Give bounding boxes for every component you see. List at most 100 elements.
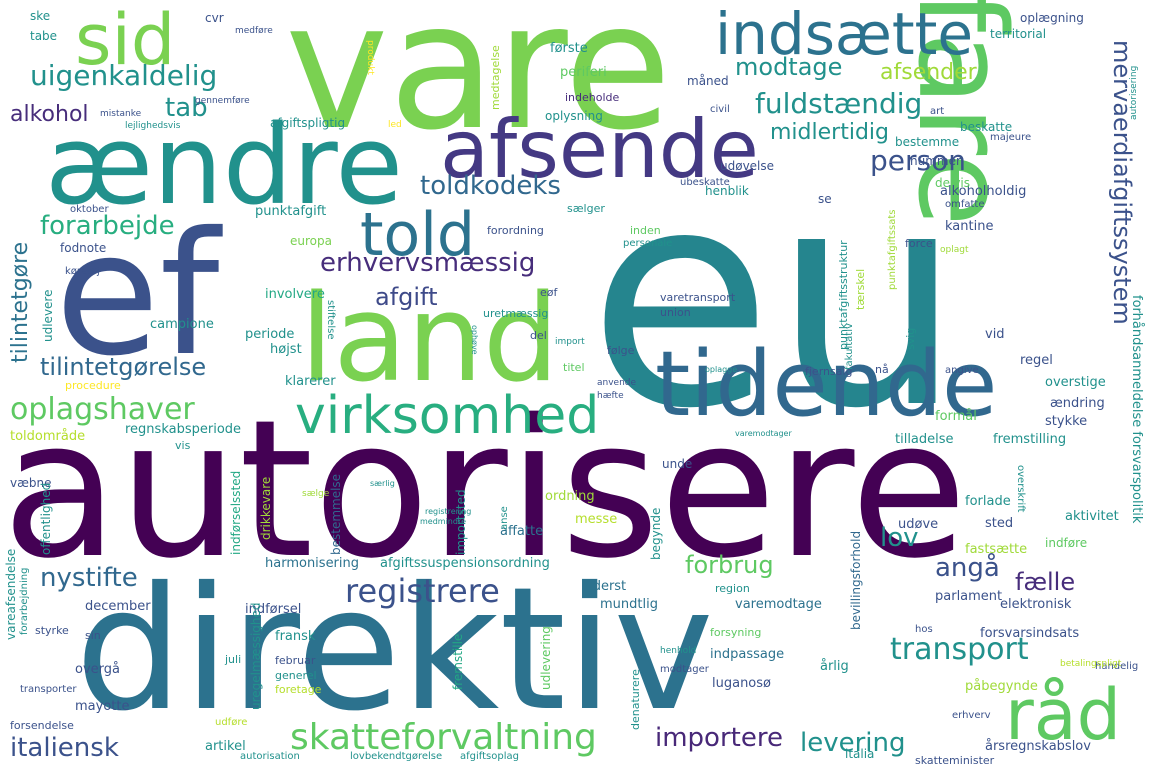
- word: ubeskatte: [680, 177, 730, 188]
- word: måned: [687, 74, 729, 88]
- word: tilintetgøre: [8, 241, 33, 363]
- word: foretage: [275, 683, 322, 696]
- word: klarerer: [285, 374, 336, 389]
- word: varetransport: [660, 291, 736, 304]
- word: hæfte: [597, 391, 624, 401]
- word: messe: [575, 512, 618, 527]
- word: titel: [563, 361, 585, 374]
- word: sælger: [567, 202, 605, 215]
- word: erhverv: [952, 710, 991, 721]
- word: formål: [935, 409, 977, 424]
- word: autorisere: [2, 379, 968, 600]
- word: oplysning: [545, 109, 603, 123]
- word: periferi: [560, 65, 607, 80]
- word: køretøj: [65, 266, 100, 277]
- word: særlig: [370, 479, 395, 488]
- word: transporter: [20, 684, 77, 695]
- word: personale: [623, 238, 673, 249]
- word: juli: [225, 653, 242, 666]
- word: toldkodeks: [420, 171, 561, 201]
- word: luganosø: [712, 676, 771, 691]
- word: artikel: [205, 739, 246, 754]
- word: registrere: [345, 572, 500, 610]
- word: ske: [30, 9, 51, 23]
- word: uigenkaldelig: [30, 59, 218, 92]
- word: udlevere: [41, 289, 55, 342]
- word: affatte: [500, 524, 544, 539]
- word: eøf: [540, 286, 558, 299]
- word: denaturere: [629, 669, 642, 730]
- word: delvis: [935, 176, 971, 190]
- word: led: [388, 120, 402, 130]
- word: registrering: [425, 507, 472, 516]
- word: stykke: [1045, 414, 1088, 429]
- word: medføre: [235, 26, 273, 36]
- word: skatteminister: [915, 754, 995, 767]
- word: punktafgiftssats: [887, 209, 898, 290]
- word: generel: [275, 669, 317, 682]
- word: forsendelse: [10, 719, 74, 732]
- word: land: [300, 270, 560, 409]
- word: territorial: [990, 27, 1047, 41]
- word: udføre: [215, 717, 248, 728]
- word: yderst: [585, 579, 627, 594]
- word: punktafgift: [255, 204, 327, 219]
- word: midlertidig: [770, 120, 889, 145]
- word: indsætte: [715, 0, 974, 68]
- word: lejlighedsvis: [125, 121, 181, 131]
- word: fremstilling: [993, 432, 1067, 447]
- word: person: [870, 144, 966, 177]
- word: majeure: [990, 132, 1032, 143]
- word: tabe: [30, 29, 58, 43]
- word: cvr: [205, 11, 224, 25]
- word: afsender: [880, 60, 977, 85]
- word: drikkevare: [259, 476, 273, 540]
- word: vid: [985, 327, 1005, 342]
- word: overgå: [75, 662, 120, 677]
- word: højst: [270, 342, 302, 357]
- word: ændring: [1050, 396, 1105, 411]
- word: årsregnskabslov: [985, 739, 1091, 754]
- word: fodnote: [60, 241, 107, 255]
- word: told: [360, 200, 475, 270]
- word: modtage: [735, 53, 843, 81]
- word: udøvelse: [720, 159, 775, 173]
- word: ophøve: [470, 325, 479, 355]
- word: tidende: [655, 332, 998, 437]
- word: offentlighed: [39, 482, 53, 555]
- word: uregelmæssighed: [249, 602, 263, 710]
- word: mundtlig: [600, 597, 658, 612]
- word: ordning: [545, 489, 595, 504]
- word: nystifte: [40, 563, 138, 593]
- word: produkt: [365, 40, 375, 75]
- word: force: [905, 237, 933, 250]
- word: bestemme: [895, 135, 960, 149]
- word: harmonisering: [265, 556, 360, 571]
- word: råd: [1005, 674, 1122, 756]
- word: regnskabsperiode: [125, 422, 242, 437]
- word: fælle: [1015, 568, 1076, 596]
- word: aktivitet: [1065, 509, 1119, 524]
- word: lov: [880, 523, 919, 553]
- word: mistanke: [100, 109, 142, 119]
- word: parlament: [935, 589, 1003, 604]
- word: toldområde: [10, 429, 86, 444]
- word: eu: [588, 125, 963, 474]
- word: styrke: [35, 624, 69, 637]
- word: gennemføre: [195, 96, 250, 106]
- word: vis: [175, 439, 191, 452]
- word: afgift: [375, 283, 438, 311]
- word: varemodtager: [735, 429, 792, 438]
- word: påbegynde: [965, 679, 1038, 694]
- word: hos: [915, 624, 933, 635]
- word: fuldstændig: [755, 87, 923, 120]
- word: campione: [150, 317, 214, 332]
- word: angå: [935, 553, 1000, 583]
- word: region: [715, 582, 750, 595]
- word: direktiv: [75, 551, 714, 749]
- word: europa: [290, 234, 332, 248]
- word: betalingspligt: [1060, 659, 1122, 669]
- word: forsvarsindsats: [980, 626, 1080, 641]
- word: forordning: [487, 224, 544, 237]
- word: tilintetgørelse: [40, 353, 207, 381]
